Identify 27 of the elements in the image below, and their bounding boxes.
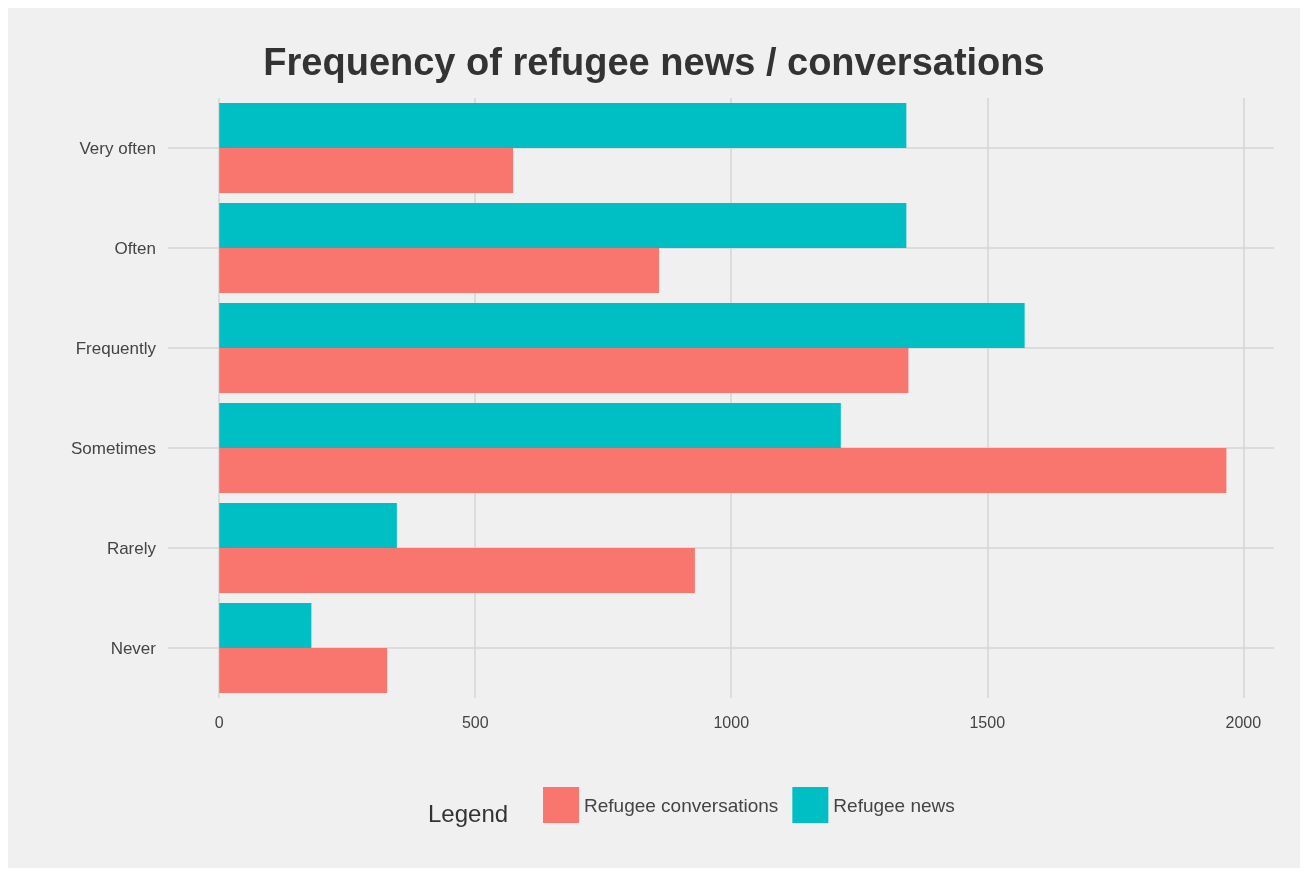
- bar: [219, 548, 695, 593]
- bar: [219, 503, 397, 548]
- bar: [219, 348, 909, 393]
- y-tick-label: Often: [114, 238, 156, 258]
- bar: [219, 203, 907, 248]
- y-tick-label: Very often: [79, 138, 156, 158]
- bar: [219, 403, 841, 448]
- x-tick-label: 2000: [1225, 713, 1262, 731]
- bar: [219, 448, 1227, 493]
- legend-label: Refugee news: [833, 794, 955, 816]
- bar: [219, 648, 388, 693]
- y-tick-label: Rarely: [106, 538, 157, 558]
- x-tick-label: 0: [214, 713, 224, 731]
- bar: [219, 103, 907, 148]
- y-tick-label: Never: [110, 638, 157, 658]
- x-tick-label: 1500: [969, 713, 1006, 731]
- y-tick-label: Sometimes: [70, 438, 156, 458]
- x-tick-label: 1000: [713, 713, 750, 731]
- legend-label: Refugee conversations: [584, 794, 779, 816]
- chart-title: Frequency of refugee news / conversations: [263, 41, 1045, 83]
- legend-title: Legend: [428, 799, 509, 827]
- y-tick-label: Frequently: [75, 338, 157, 358]
- x-tick-label: 500: [461, 713, 489, 731]
- bar: [219, 148, 514, 193]
- bar: [219, 603, 312, 648]
- bar: [219, 248, 660, 293]
- bar: [219, 303, 1025, 348]
